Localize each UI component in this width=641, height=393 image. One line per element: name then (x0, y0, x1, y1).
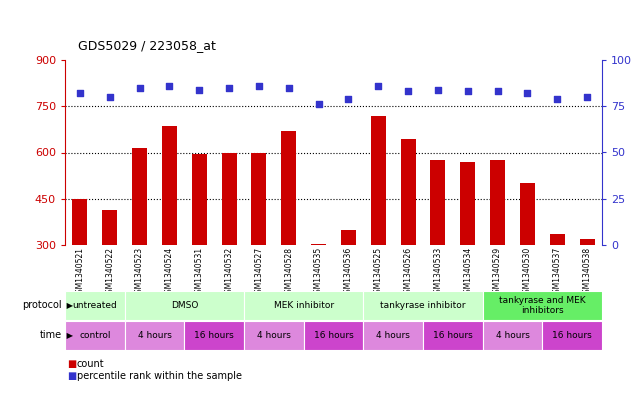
Bar (65, 291, 124, 320)
Text: ■: ■ (67, 371, 76, 382)
Point (373, 83, 383, 89)
Text: 16 hours: 16 hours (553, 331, 592, 340)
Text: ■: ■ (67, 358, 76, 369)
Bar (251, 152, 267, 245)
Bar (341, 230, 356, 245)
Bar (185, 321, 244, 350)
Bar (244, 291, 363, 320)
Bar (222, 152, 237, 245)
Text: GSM1340527: GSM1340527 (254, 247, 263, 298)
Bar (192, 154, 206, 245)
Point (224, 84, 234, 91)
Bar (124, 291, 244, 320)
Text: GSM1340528: GSM1340528 (284, 247, 293, 298)
Bar (281, 131, 296, 245)
Point (582, 94, 592, 100)
Text: percentile rank within the sample: percentile rank within the sample (77, 371, 242, 382)
Text: count: count (77, 358, 104, 369)
Text: GSM1340521: GSM1340521 (76, 247, 85, 298)
Point (463, 88, 473, 95)
Text: GSM1340532: GSM1340532 (224, 247, 233, 298)
Text: GSM1340533: GSM1340533 (433, 247, 442, 298)
Text: 4 hours: 4 hours (257, 331, 291, 340)
Point (164, 83, 174, 89)
Bar (244, 321, 304, 350)
Bar (520, 183, 535, 245)
Bar (363, 321, 423, 350)
Point (254, 83, 264, 89)
Text: protocol: protocol (22, 301, 62, 310)
Point (344, 96, 354, 102)
Bar (483, 321, 542, 350)
Text: GSM1340535: GSM1340535 (314, 247, 323, 298)
Text: GSM1340531: GSM1340531 (195, 247, 204, 298)
Bar (65, 321, 124, 350)
Text: 16 hours: 16 hours (313, 331, 353, 340)
Bar (423, 321, 483, 350)
Bar (490, 160, 505, 245)
Text: GSM1340530: GSM1340530 (523, 247, 532, 298)
Text: time: time (40, 331, 62, 340)
Text: tankyrase inhibitor: tankyrase inhibitor (380, 301, 466, 310)
Text: GSM1340526: GSM1340526 (404, 247, 413, 298)
Bar (132, 148, 147, 245)
Text: GSM1340534: GSM1340534 (463, 247, 472, 298)
Bar (460, 162, 475, 245)
Point (283, 84, 294, 91)
Text: control: control (79, 331, 111, 340)
Bar (401, 139, 415, 245)
Text: ▶: ▶ (64, 301, 74, 310)
Point (313, 101, 324, 108)
Bar (370, 116, 386, 245)
Bar (72, 199, 87, 245)
Text: untreated: untreated (72, 301, 117, 310)
Point (522, 90, 533, 96)
Point (433, 86, 443, 93)
Text: MEK inhibitor: MEK inhibitor (274, 301, 334, 310)
Bar (124, 321, 185, 350)
Bar (579, 239, 595, 245)
Bar (431, 160, 445, 245)
Point (135, 84, 145, 91)
Text: GSM1340525: GSM1340525 (374, 247, 383, 298)
Text: 4 hours: 4 hours (138, 331, 171, 340)
Bar (542, 321, 602, 350)
Text: 4 hours: 4 hours (376, 331, 410, 340)
Text: 4 hours: 4 hours (495, 331, 529, 340)
Bar (483, 291, 602, 320)
Text: tankyrase and MEK
inhibitors: tankyrase and MEK inhibitors (499, 296, 586, 315)
Text: GSM1340538: GSM1340538 (583, 247, 592, 298)
Point (492, 88, 503, 95)
Point (552, 96, 562, 102)
Point (194, 86, 204, 93)
Text: GSM1340537: GSM1340537 (553, 247, 562, 298)
Bar (311, 244, 326, 245)
Text: DMSO: DMSO (171, 301, 198, 310)
Text: GSM1340529: GSM1340529 (493, 247, 502, 298)
Text: 16 hours: 16 hours (194, 331, 234, 340)
Text: ▶: ▶ (64, 331, 74, 340)
Text: GSM1340524: GSM1340524 (165, 247, 174, 298)
Bar (550, 234, 565, 245)
Text: GSM1340522: GSM1340522 (105, 247, 114, 298)
Point (75, 90, 85, 96)
Bar (162, 126, 177, 245)
Text: 16 hours: 16 hours (433, 331, 472, 340)
Text: GDS5029 / 223058_at: GDS5029 / 223058_at (78, 39, 215, 52)
Bar (304, 321, 363, 350)
Bar (363, 291, 483, 320)
Text: GSM1340523: GSM1340523 (135, 247, 144, 298)
Point (104, 94, 115, 100)
Bar (103, 209, 117, 245)
Text: GSM1340536: GSM1340536 (344, 247, 353, 298)
Point (403, 88, 413, 95)
